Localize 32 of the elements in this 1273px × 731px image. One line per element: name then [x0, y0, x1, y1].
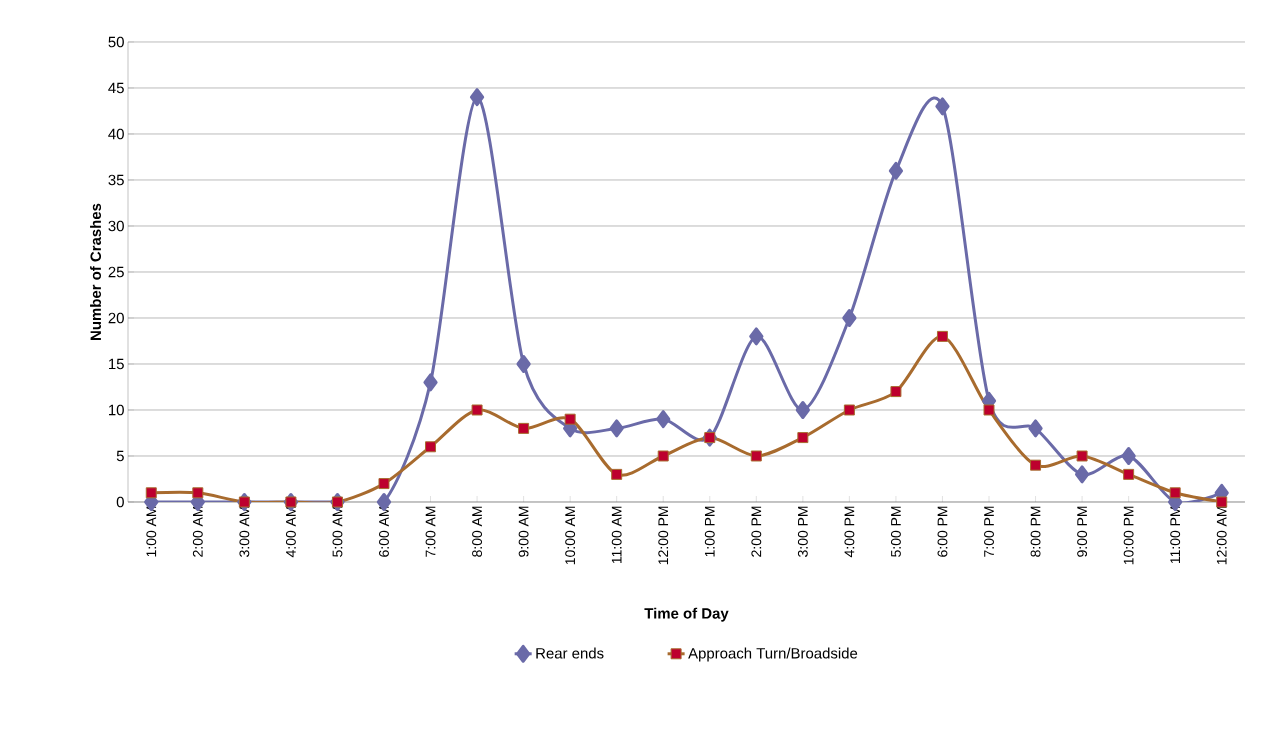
y-tick-label: 5 [116, 450, 124, 462]
x-tick-label: 12:00 PM [658, 506, 669, 565]
x-tick-label: 6:00 PM [937, 506, 948, 557]
x-tick-label: 3:00 PM [797, 506, 808, 557]
x-tick-label: 8:00 AM [472, 506, 483, 557]
y-tick-label: 25 [108, 266, 124, 278]
x-tick-label: 7:00 AM [425, 506, 436, 557]
x-tick-label: 12:00 AM [1216, 506, 1227, 565]
x-tick-label: 9:00 PM [1077, 506, 1088, 557]
x-tick-label: 1:00 PM [704, 506, 715, 557]
x-tick-label: 11:00 AM [611, 506, 622, 564]
x-tick-label: 10:00 PM [1123, 506, 1134, 565]
y-tick-label: 15 [109, 358, 124, 370]
y-tick-label: 30 [108, 220, 124, 232]
x-tick-label: 2:00 PM [751, 506, 762, 557]
x-tick-label: 9:00 AM [518, 506, 529, 557]
x-tick-label: 5:00 PM [890, 506, 901, 557]
y-axis-title: Number of Crashes [90, 203, 102, 340]
legend-label: Approach Turn/Broadside [688, 647, 858, 662]
x-tick-label: 10:00 AM [565, 506, 576, 565]
x-tick-label: 8:00 PM [1030, 506, 1041, 557]
x-tick-label: 7:00 PM [984, 506, 994, 557]
y-tick-label: 40 [108, 128, 124, 140]
y-tick-label: 10 [109, 404, 124, 416]
y-tick-label: 35 [108, 174, 124, 186]
legend-label: Rear ends [536, 647, 604, 659]
y-tick-label: 0 [116, 496, 124, 508]
y-tick-label: 20 [108, 312, 124, 324]
x-axis-title: Time of Day [644, 607, 729, 622]
y-tick-label: 45 [108, 82, 124, 94]
y-tick-label: 50 [108, 36, 124, 48]
x-tick-label: 4:00 PM [844, 506, 855, 558]
